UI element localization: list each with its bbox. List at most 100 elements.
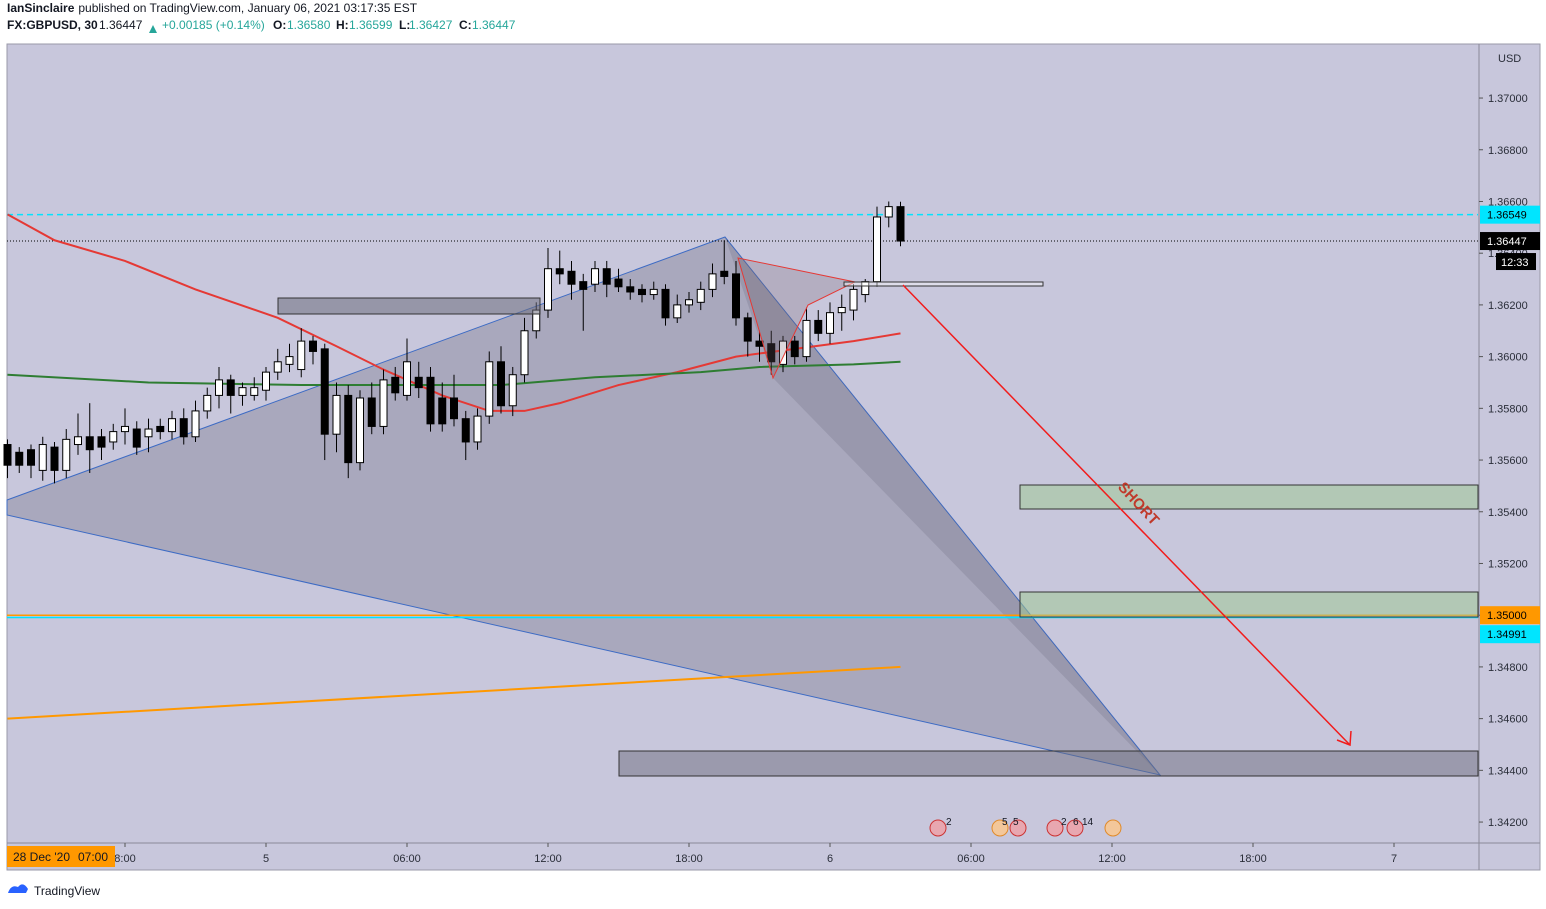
candle-body	[708, 273, 717, 290]
candle-body	[767, 343, 776, 363]
candle-body	[132, 428, 141, 448]
candle-body	[602, 268, 611, 285]
moving-average	[7, 665, 901, 720]
candle-body	[144, 428, 153, 438]
y-tick-label: 1.35600	[1488, 455, 1528, 467]
candle-body	[27, 449, 35, 466]
target-zone	[1019, 484, 1479, 510]
candle-body	[320, 348, 329, 435]
time-label-bg	[7, 846, 115, 867]
y-tick-label: 1.34600	[1488, 714, 1528, 726]
small-pattern	[737, 257, 857, 380]
published: published on TradingView.com, January 06…	[78, 1, 417, 15]
candle-body	[508, 374, 517, 407]
candle-body	[779, 340, 787, 365]
last-price: 1.36447	[99, 18, 143, 32]
candle-body	[814, 319, 823, 334]
candle-body	[555, 268, 564, 275]
y-tick-label: 1.36600	[1488, 196, 1528, 208]
moving-average	[7, 360, 901, 387]
zone	[277, 297, 541, 315]
candle-body	[3, 444, 12, 466]
arrow	[902, 284, 1351, 746]
candle-body	[344, 394, 353, 464]
event-icon	[1009, 819, 1027, 837]
candle-body	[638, 288, 646, 296]
drawings: SHORT 2 5 5 2 6 14 28 Dec '20 07:00 Trad…	[7, 257, 1479, 898]
ohlc-label: C:	[459, 18, 472, 32]
plot-bg	[6, 43, 1541, 871]
countdown: 12:33	[1501, 257, 1529, 269]
publish-line: IanSinclaire published on TradingView.com…	[7, 1, 418, 15]
candle-body	[461, 418, 470, 443]
price-label-bg	[1480, 606, 1540, 625]
candle-body	[743, 317, 752, 342]
candle-body	[520, 330, 529, 376]
candle-body	[732, 273, 740, 319]
x-tick-label: 12:00	[534, 853, 562, 865]
event-count: 14	[1082, 817, 1094, 828]
candle-body	[414, 376, 423, 389]
y-tick-label: 1.35400	[1488, 507, 1528, 519]
x-tick-label: 18:00	[675, 853, 703, 865]
candle-body	[720, 270, 729, 277]
candle-body	[802, 319, 811, 358]
candle-body	[567, 270, 576, 285]
candle-body	[379, 379, 388, 427]
candle-body	[579, 281, 588, 290]
candle-body	[297, 340, 306, 371]
candle-body	[156, 425, 165, 433]
ohlc-value: 1.36599	[349, 18, 393, 32]
candle-body	[884, 206, 893, 218]
candle-body	[38, 444, 47, 471]
countdown-bg	[1496, 253, 1536, 271]
event-count: 2	[1061, 817, 1067, 828]
candle-body	[849, 288, 858, 311]
event-icon	[1104, 819, 1122, 837]
event-icon	[1066, 819, 1084, 837]
price-label: 1.36549	[1487, 210, 1527, 222]
up-arrow	[149, 25, 157, 33]
x-tick-label: 18:00	[1239, 853, 1267, 865]
event-count: 2	[946, 817, 952, 828]
zone	[618, 750, 1479, 777]
time-label: 28 Dec '20	[13, 850, 70, 864]
x-tick-label: 6	[827, 853, 833, 865]
symbol: FX:GBPUSD, 30	[7, 18, 98, 32]
candle-body	[309, 340, 317, 352]
ohlc-label: O:	[273, 18, 286, 32]
price-label-bg	[1480, 625, 1540, 644]
change: +0.00185 (+0.14%)	[162, 18, 265, 32]
pattern-shade	[725, 237, 1160, 775]
price-label-bg	[1480, 232, 1540, 251]
candle-body	[50, 446, 59, 471]
y-tick-label: 1.35200	[1488, 558, 1528, 570]
candle-body	[685, 299, 693, 306]
y-tick-label: 1.34200	[1488, 817, 1528, 829]
candle-body	[873, 216, 881, 283]
y-tick-label: 1.34800	[1488, 662, 1528, 674]
price-label: 1.34991	[1487, 629, 1527, 641]
candle-body	[649, 288, 658, 296]
candle-body	[896, 206, 905, 242]
event-icon	[991, 819, 1009, 837]
candle-body	[85, 436, 94, 451]
x-tick-label: 12:00	[1098, 853, 1126, 865]
candle-body	[426, 376, 435, 425]
candle-body	[179, 418, 188, 438]
candle-body	[262, 371, 270, 391]
y-tick-label: 1.36800	[1488, 145, 1528, 157]
y-tick-label: 1.36000	[1488, 352, 1528, 364]
candle-body	[238, 387, 247, 396]
candle-body	[15, 451, 24, 466]
ohlc-label: H:	[336, 18, 349, 32]
ohlc-value: 1.36427	[409, 18, 453, 32]
candle-body	[273, 361, 282, 373]
candle-body	[332, 394, 341, 435]
candle-body	[97, 436, 106, 448]
candle-body	[696, 288, 705, 303]
candle-body	[661, 288, 670, 319]
candle-body	[626, 286, 635, 293]
